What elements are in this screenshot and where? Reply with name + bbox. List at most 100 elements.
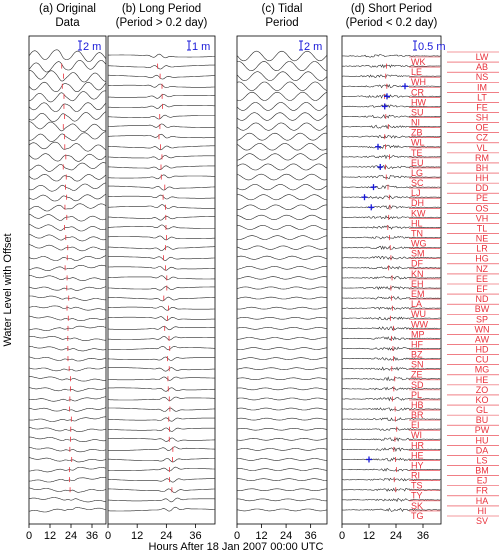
station-label-left: DF bbox=[411, 259, 423, 269]
trace-line bbox=[237, 357, 327, 360]
panel-frames bbox=[28, 35, 442, 525]
trace-line bbox=[28, 141, 107, 152]
trace-line bbox=[28, 153, 107, 162]
trace-line bbox=[28, 102, 107, 112]
trace-line bbox=[237, 225, 328, 230]
station-label-left: NI bbox=[411, 118, 420, 128]
panel-a-title-line2: Data bbox=[55, 17, 80, 29]
trace-line bbox=[236, 337, 327, 340]
station-label-left: EH bbox=[411, 279, 424, 289]
plus-marker bbox=[384, 93, 390, 100]
plus-marker bbox=[366, 456, 372, 463]
trace-line bbox=[108, 396, 215, 401]
trace-line bbox=[108, 345, 215, 351]
station-label-left: EI bbox=[411, 420, 420, 430]
trace-line bbox=[341, 104, 441, 108]
trace-line bbox=[28, 446, 107, 453]
panel-c-frame bbox=[236, 35, 328, 525]
trace-line bbox=[28, 213, 107, 222]
station-label-right: HA bbox=[476, 496, 489, 506]
x-tick-label: 12 bbox=[255, 530, 267, 542]
plus-marker bbox=[402, 83, 408, 90]
trace-line bbox=[236, 91, 328, 101]
trace-line bbox=[28, 497, 107, 503]
trace-line bbox=[341, 255, 441, 260]
trace-line bbox=[236, 387, 328, 391]
x-tick-label: 0 bbox=[234, 530, 240, 542]
station-label-right: HI bbox=[478, 506, 487, 516]
station-label-right: WN bbox=[475, 324, 490, 334]
trace-line bbox=[236, 428, 328, 431]
trace-line bbox=[236, 184, 328, 191]
trace-line bbox=[341, 245, 442, 250]
panel-d-scale-bar bbox=[413, 40, 417, 51]
station-label-left: WL bbox=[411, 138, 425, 148]
station-label-right: PW bbox=[475, 425, 490, 435]
station-label-right: HE bbox=[476, 375, 489, 385]
trace-line bbox=[107, 336, 216, 341]
plus-marker bbox=[381, 103, 388, 110]
trace-line bbox=[28, 467, 107, 473]
trace-line bbox=[341, 175, 442, 180]
trace-line bbox=[28, 60, 107, 73]
panel-b-frame bbox=[107, 35, 216, 525]
trace-line bbox=[108, 133, 215, 139]
station-label-right: DA bbox=[476, 445, 489, 455]
trace-line bbox=[342, 124, 442, 130]
station-label-right: HU bbox=[476, 435, 489, 445]
station-label-right: NS bbox=[476, 72, 489, 82]
trace-line bbox=[28, 49, 107, 63]
station-label-right: BH bbox=[476, 163, 489, 173]
trace-line bbox=[236, 437, 328, 441]
trace-line bbox=[236, 255, 328, 260]
station-label-right: KO bbox=[475, 395, 488, 405]
trace-line bbox=[107, 145, 215, 151]
panel-a-scale-bar bbox=[78, 40, 82, 51]
trace-line bbox=[108, 446, 216, 452]
trace-line bbox=[236, 81, 328, 91]
station-label-right: LW bbox=[476, 52, 489, 62]
trace-line bbox=[236, 163, 328, 171]
station-label-left: TN bbox=[411, 228, 423, 238]
trace-line bbox=[236, 407, 328, 411]
trace-line bbox=[341, 346, 442, 351]
x-tick-label: 0 bbox=[26, 530, 32, 542]
trace-line bbox=[107, 83, 215, 89]
station-label-left: HW bbox=[411, 97, 426, 107]
trace-line bbox=[107, 316, 216, 321]
station-label-left: SN bbox=[411, 360, 424, 370]
trace-line bbox=[28, 70, 106, 83]
station-label-left: KN bbox=[411, 269, 424, 279]
trace-line bbox=[108, 53, 216, 59]
x-tick-label: 0 bbox=[105, 530, 111, 542]
station-label-right: CZ bbox=[476, 133, 488, 143]
trace-line bbox=[107, 204, 216, 209]
panel-c-title-line2: Period bbox=[265, 17, 298, 29]
panel-d-title-line2: (Period < 0.2 day) bbox=[346, 17, 438, 29]
station-label-left: LG bbox=[411, 168, 423, 178]
trace-line bbox=[108, 94, 215, 99]
station-label-left: RI bbox=[411, 471, 420, 481]
panel-b-traces bbox=[107, 53, 216, 512]
x-axes: 0 12 24 36 0 12 24 36 0 12 24 36 0 12 24 36 bbox=[26, 524, 429, 542]
trace-line bbox=[29, 90, 107, 103]
x-tick-label: 36 bbox=[189, 530, 201, 542]
station-label-right: IM bbox=[477, 82, 487, 92]
trace-line bbox=[341, 114, 442, 119]
trace-line bbox=[28, 193, 107, 202]
trace-line bbox=[342, 205, 442, 210]
station-label-right: OS bbox=[475, 203, 488, 213]
trace-line bbox=[236, 102, 328, 111]
trace-line bbox=[107, 367, 216, 372]
station-label-left: SC bbox=[411, 178, 424, 188]
trace-line bbox=[108, 407, 215, 412]
station-labels: WKLEWHCRHWSUNIZBWLTEEULGSCLJDHKWHLTNWGSM… bbox=[409, 51, 499, 526]
trace-line bbox=[341, 386, 442, 391]
trace-line bbox=[341, 63, 441, 69]
trace-line bbox=[342, 225, 442, 230]
trace-line bbox=[107, 256, 215, 261]
station-label-right: RM bbox=[475, 153, 489, 163]
panel-a-x-axis: 0 12 24 36 bbox=[26, 524, 98, 542]
trace-line bbox=[236, 143, 328, 151]
station-label-left: DH bbox=[411, 198, 424, 208]
